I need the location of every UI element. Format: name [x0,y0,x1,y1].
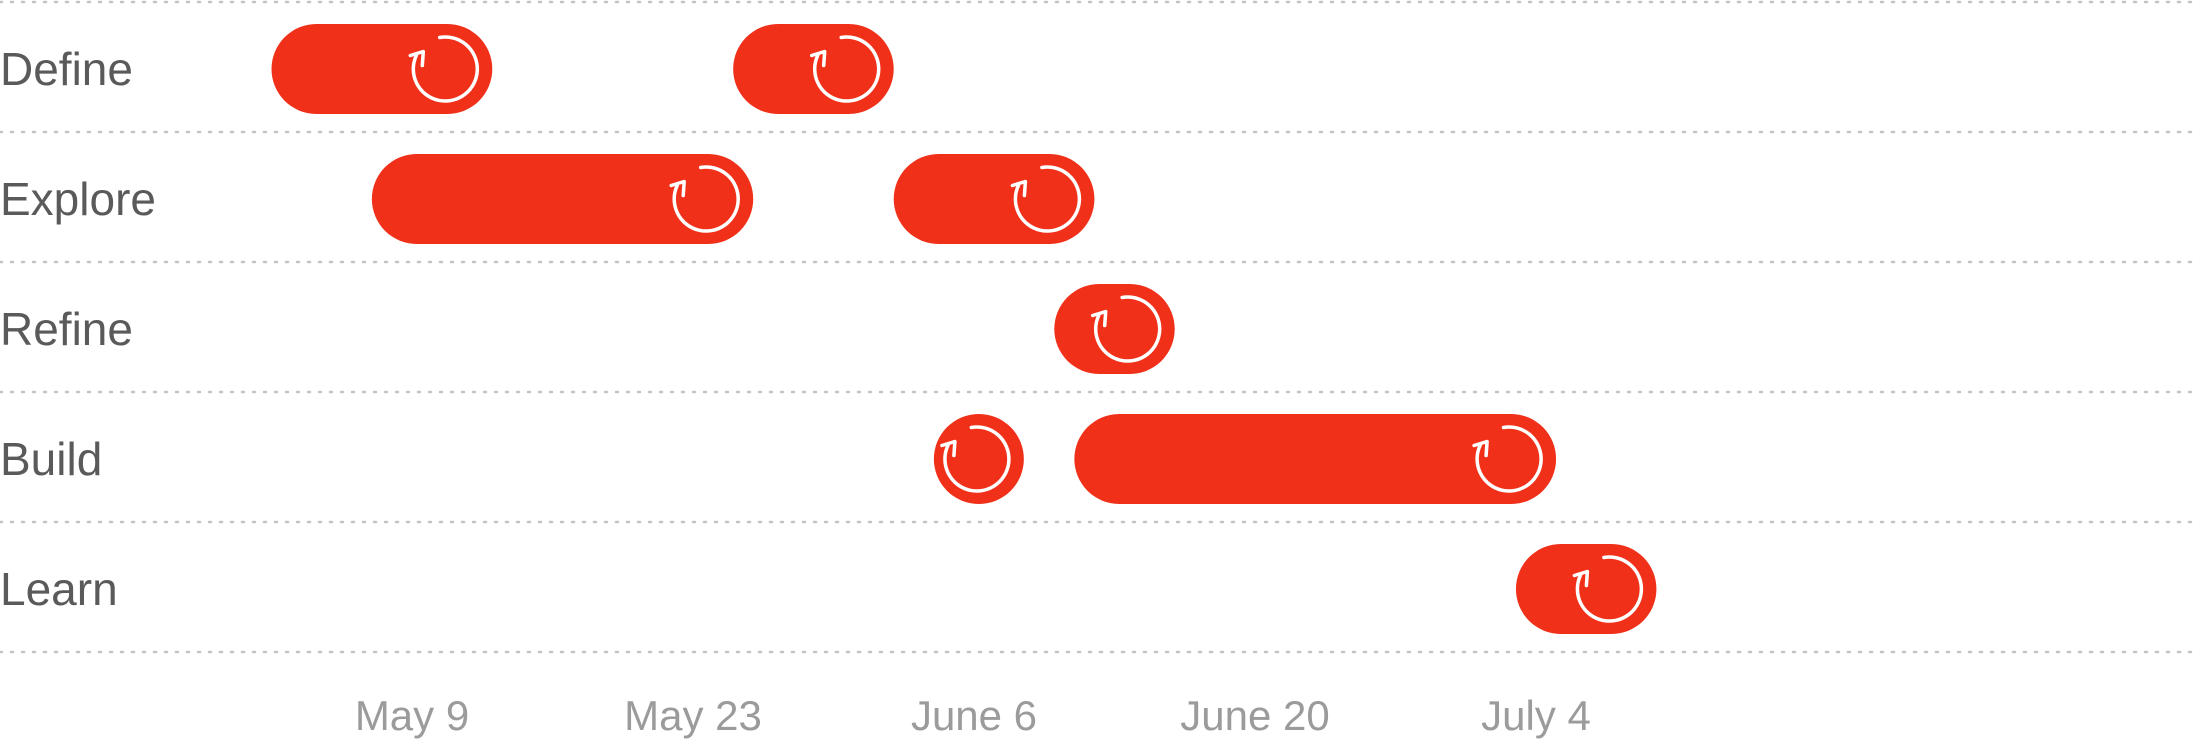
x-tick-label: June 20 [1180,692,1329,739]
x-tick-label: June 6 [911,692,1037,739]
task-bar-fill [271,24,493,114]
task-bar[interactable] [893,154,1095,244]
task-bar[interactable] [1054,284,1175,374]
refresh-icon [408,35,480,103]
task-bar-fill [371,154,754,244]
refresh-icon [940,425,1011,493]
task-bar-fill [1074,414,1557,504]
task-bar[interactable] [733,24,894,114]
task-bar[interactable] [371,154,754,244]
x-tick-label: July 4 [1481,692,1591,739]
task-bar[interactable] [933,414,1024,504]
task-bar-fill [893,154,1095,244]
task-bars [271,24,1657,634]
refresh-icon [1090,295,1162,363]
grid-layer [0,0,2200,654]
row-label-define: Define [0,43,133,95]
row-label-build: Build [0,433,102,485]
row-label-explore: Explore [0,173,156,225]
x-axis-ticks: May 9 May 23 June 6 June 20 July 4 [355,692,1591,739]
task-bar[interactable] [271,24,493,114]
refresh-icon [1572,555,1644,623]
refresh-icon [669,165,740,233]
row-label-refine: Refine [0,303,133,355]
row-labels: Define Explore Refine Build Learn [0,43,156,615]
task-bar-fill [1054,284,1175,374]
refresh-icon [1472,425,1543,493]
task-bar[interactable] [1515,544,1657,634]
row-label-learn: Learn [0,563,118,615]
x-tick-label: May 9 [355,692,469,739]
task-bar-fill [1515,544,1657,634]
task-bar[interactable] [1074,414,1557,504]
x-tick-label: May 23 [624,692,762,739]
refresh-icon [809,35,881,103]
refresh-icon [1010,165,1082,233]
